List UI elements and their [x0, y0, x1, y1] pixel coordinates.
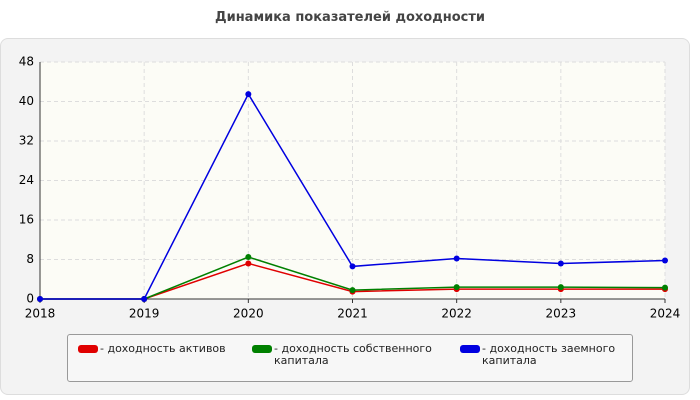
data-point	[141, 296, 148, 302]
legend-swatch	[460, 345, 480, 353]
x-tick-label: 2022	[441, 307, 472, 321]
data-point	[245, 254, 252, 261]
data-point	[37, 296, 43, 302]
legend-item: - доходность заемного капитала	[460, 343, 620, 367]
x-tick-label: 2024	[650, 307, 681, 321]
y-tick-label: 32	[19, 134, 34, 148]
legend-item: - доходность собственного капитала	[252, 343, 442, 367]
chart-title: Динамика показателей доходности	[215, 10, 485, 25]
data-point	[557, 284, 564, 291]
y-tick-label: 48	[19, 55, 34, 69]
y-tick-label: 24	[19, 173, 34, 187]
legend-item: - доходность активов	[78, 343, 248, 355]
y-tick-label: 16	[19, 213, 34, 227]
data-point	[453, 284, 460, 291]
data-point	[245, 91, 252, 98]
x-tick-label: 2023	[546, 307, 577, 321]
legend-label: - доходность заемного капитала	[482, 342, 616, 367]
data-point	[557, 260, 564, 267]
data-point	[662, 257, 668, 264]
x-tick-label: 2020	[233, 307, 264, 321]
legend-label: - доходность активов	[100, 342, 226, 355]
y-tick-label: 40	[19, 94, 34, 108]
data-point	[662, 284, 668, 291]
legend-label: - доходность собственного капитала	[274, 342, 432, 367]
data-point	[349, 263, 356, 270]
y-tick-label: 8	[26, 252, 34, 266]
y-tick-label: 0	[26, 292, 34, 306]
x-tick-label: 2019	[129, 307, 160, 321]
data-point	[245, 260, 252, 267]
legend: - доходность активов - доходность собстве…	[67, 334, 633, 382]
data-point	[453, 255, 460, 262]
legend-swatch	[78, 345, 98, 353]
x-tick-label: 2021	[337, 307, 368, 321]
data-point	[349, 287, 356, 294]
x-tick-label: 2018	[25, 307, 56, 321]
legend-swatch	[252, 345, 272, 353]
